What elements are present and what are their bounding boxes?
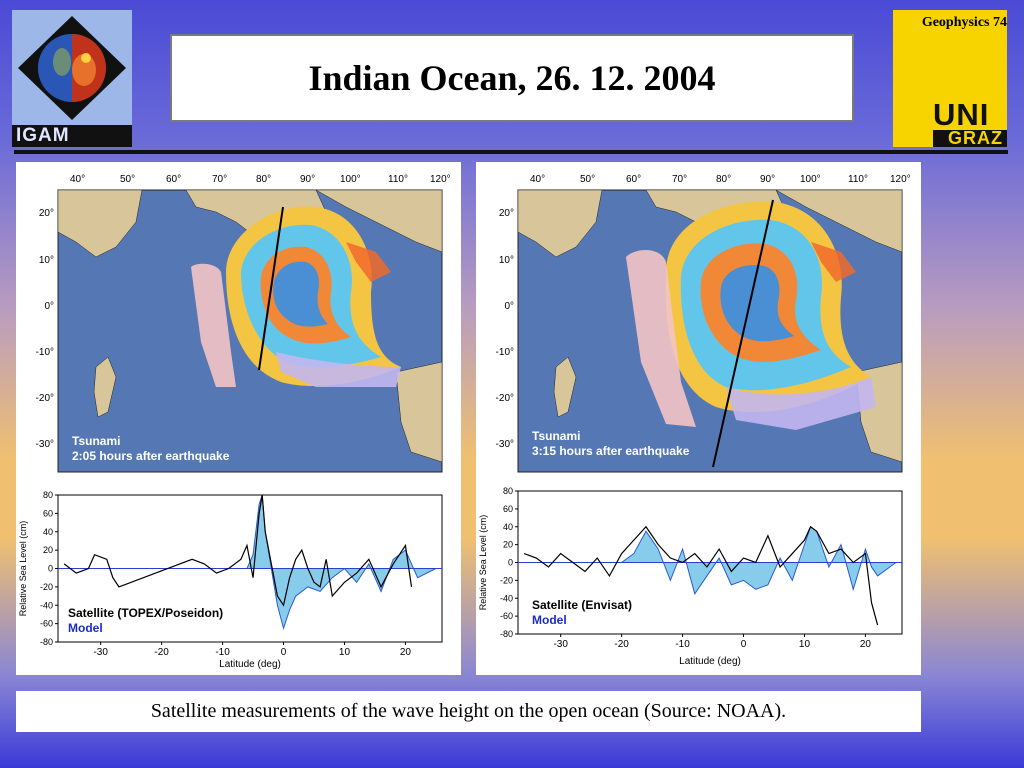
svg-text:-10°: -10° bbox=[496, 347, 514, 358]
svg-text:90°: 90° bbox=[300, 174, 315, 185]
x-tick-label: -30 bbox=[553, 639, 568, 650]
svg-text:0°: 0° bbox=[504, 301, 514, 312]
right-map-lat-ticks: 20° 10° 0° -10° -20° -30° bbox=[496, 208, 514, 450]
y-tick-label: -60 bbox=[500, 611, 513, 621]
svg-text:100°: 100° bbox=[800, 174, 821, 185]
svg-text:-20°: -20° bbox=[36, 393, 54, 404]
y-tick-label: 60 bbox=[43, 508, 53, 518]
svg-text:60°: 60° bbox=[626, 174, 641, 185]
right-legend-model: Model bbox=[532, 613, 567, 627]
y-tick-label: -20 bbox=[40, 582, 53, 592]
x-tick-label: 20 bbox=[400, 647, 412, 658]
x-tick-label: 20 bbox=[860, 639, 872, 650]
svg-text:-30°: -30° bbox=[36, 439, 54, 450]
svg-text:50°: 50° bbox=[580, 174, 595, 185]
right-figure: 40° 50° 60° 70° 80° 90° 100° 110° 120° 2… bbox=[478, 174, 911, 667]
y-tick-label: -80 bbox=[500, 629, 513, 639]
svg-text:10°: 10° bbox=[39, 255, 54, 266]
svg-text:70°: 70° bbox=[672, 174, 687, 185]
left-map-label-2: 2:05 hours after earthquake bbox=[72, 449, 230, 463]
y-tick-label: -40 bbox=[40, 600, 53, 610]
svg-text:90°: 90° bbox=[760, 174, 775, 185]
right-legend-satellite: Satellite (Envisat) bbox=[532, 598, 632, 612]
y-tick-label: -20 bbox=[500, 575, 513, 585]
svg-text:20°: 20° bbox=[39, 208, 54, 219]
left-legend-model: Model bbox=[68, 621, 103, 635]
left-sea-level-chart: 80 60 40 20 0 -20 -40 -60 -80 -30 -20 -10 0 10 20 Latit… bbox=[18, 490, 443, 670]
satellite-series-line bbox=[523, 525, 879, 626]
y-axis-label: Relative Sea Level (cm) bbox=[18, 521, 28, 617]
y-axis-label: Relative Sea Level (cm) bbox=[478, 515, 488, 611]
y-tick-label: -60 bbox=[40, 619, 53, 629]
header-divider bbox=[14, 150, 1008, 154]
left-legend-satellite: Satellite (TOPEX/Poseidon) bbox=[68, 606, 223, 620]
uni-logo-text: UNI bbox=[933, 97, 990, 132]
svg-text:40°: 40° bbox=[70, 174, 85, 185]
x-tick-label: 10 bbox=[339, 647, 351, 658]
graz-logo-text: GRAZ bbox=[933, 129, 1007, 147]
svg-text:80°: 80° bbox=[716, 174, 731, 185]
left-map: 40° 50° 60° 70° 80° 90° 100° 110° 120° 2… bbox=[36, 174, 451, 473]
svg-text:120°: 120° bbox=[890, 174, 911, 185]
left-figure: 40° 50° 60° 70° 80° 90° 100° 110° 120° 2… bbox=[18, 174, 451, 670]
svg-text:-30°: -30° bbox=[496, 439, 514, 450]
igam-logo-text: IGAM bbox=[12, 125, 132, 147]
left-map-lat-ticks: 20° 10° 0° -10° -20° -30° bbox=[36, 208, 54, 450]
svg-text:40°: 40° bbox=[530, 174, 545, 185]
right-map-lon-ticks: 40° 50° 60° 70° 80° 90° 100° 110° 120° bbox=[530, 174, 911, 185]
x-tick-label: 0 bbox=[741, 639, 747, 650]
satellite-series-line bbox=[63, 494, 413, 607]
svg-text:60°: 60° bbox=[166, 174, 181, 185]
y-tick-label: 40 bbox=[503, 522, 513, 532]
title-box: Indian Ocean, 26. 12. 2004 bbox=[170, 34, 854, 122]
svg-text:0°: 0° bbox=[44, 301, 54, 312]
x-tick-label: 0 bbox=[281, 647, 287, 658]
caption-text: Satellite measurements of the wave heigh… bbox=[150, 700, 787, 722]
y-tick-label: 40 bbox=[43, 527, 53, 537]
y-tick-label: 20 bbox=[503, 540, 513, 550]
x-tick-label: 10 bbox=[799, 639, 811, 650]
y-tick-label: 20 bbox=[43, 545, 53, 555]
right-map: 40° 50° 60° 70° 80° 90° 100° 110° 120° 2… bbox=[496, 174, 911, 473]
svg-text:70°: 70° bbox=[212, 174, 227, 185]
x-tick-label: -10 bbox=[215, 647, 230, 658]
svg-text:-10°: -10° bbox=[36, 347, 54, 358]
x-tick-label: -30 bbox=[93, 647, 108, 658]
igam-logo: IGAM bbox=[12, 10, 132, 147]
x-axis-label: Latitude (deg) bbox=[679, 656, 741, 667]
uni-graz-logo: Geophysics 74 UNI GRAZ bbox=[893, 10, 1007, 147]
svg-text:20°: 20° bbox=[499, 208, 514, 219]
svg-text:50°: 50° bbox=[120, 174, 135, 185]
svg-text:100°: 100° bbox=[340, 174, 361, 185]
left-map-lon-ticks: 40° 50° 60° 70° 80° 90° 100° 110° 120° bbox=[70, 174, 451, 185]
y-tick-label: 0 bbox=[48, 564, 53, 574]
x-tick-label: -20 bbox=[614, 639, 629, 650]
svg-text:10°: 10° bbox=[499, 255, 514, 266]
svg-text:120°: 120° bbox=[430, 174, 451, 185]
x-tick-label: -10 bbox=[675, 639, 690, 650]
y-tick-label: 60 bbox=[503, 504, 513, 514]
slide-label: Geophysics 74 bbox=[921, 15, 1007, 30]
svg-text:110°: 110° bbox=[388, 174, 408, 185]
y-tick-label: 80 bbox=[43, 490, 53, 500]
svg-text:80°: 80° bbox=[256, 174, 271, 185]
y-tick-label: -40 bbox=[500, 593, 513, 603]
right-map-label-1: Tsunami bbox=[532, 429, 580, 443]
caption-box: Satellite measurements of the wave heigh… bbox=[16, 691, 921, 732]
right-sea-level-chart: 80 60 40 20 0 -20 -40 -60 -80 -30 -20 -10 0 10 20 Latit… bbox=[478, 486, 903, 667]
right-figure-panel: 40° 50° 60° 70° 80° 90° 100° 110° 120° 2… bbox=[476, 162, 921, 675]
y-tick-label: 80 bbox=[503, 486, 513, 496]
x-tick-label: -20 bbox=[154, 647, 169, 658]
svg-text:110°: 110° bbox=[848, 174, 868, 185]
svg-text:-20°: -20° bbox=[496, 393, 514, 404]
x-axis-label: Latitude (deg) bbox=[219, 659, 281, 670]
page-title: Indian Ocean, 26. 12. 2004 bbox=[308, 58, 716, 98]
y-tick-label: -80 bbox=[40, 637, 53, 647]
y-tick-label: 0 bbox=[508, 558, 513, 568]
globe-sun-icon bbox=[18, 16, 126, 120]
left-figure-panel: 40° 50° 60° 70° 80° 90° 100° 110° 120° 2… bbox=[16, 162, 461, 675]
left-map-label-1: Tsunami bbox=[72, 434, 120, 448]
right-map-label-2: 3:15 hours after earthquake bbox=[532, 444, 690, 458]
